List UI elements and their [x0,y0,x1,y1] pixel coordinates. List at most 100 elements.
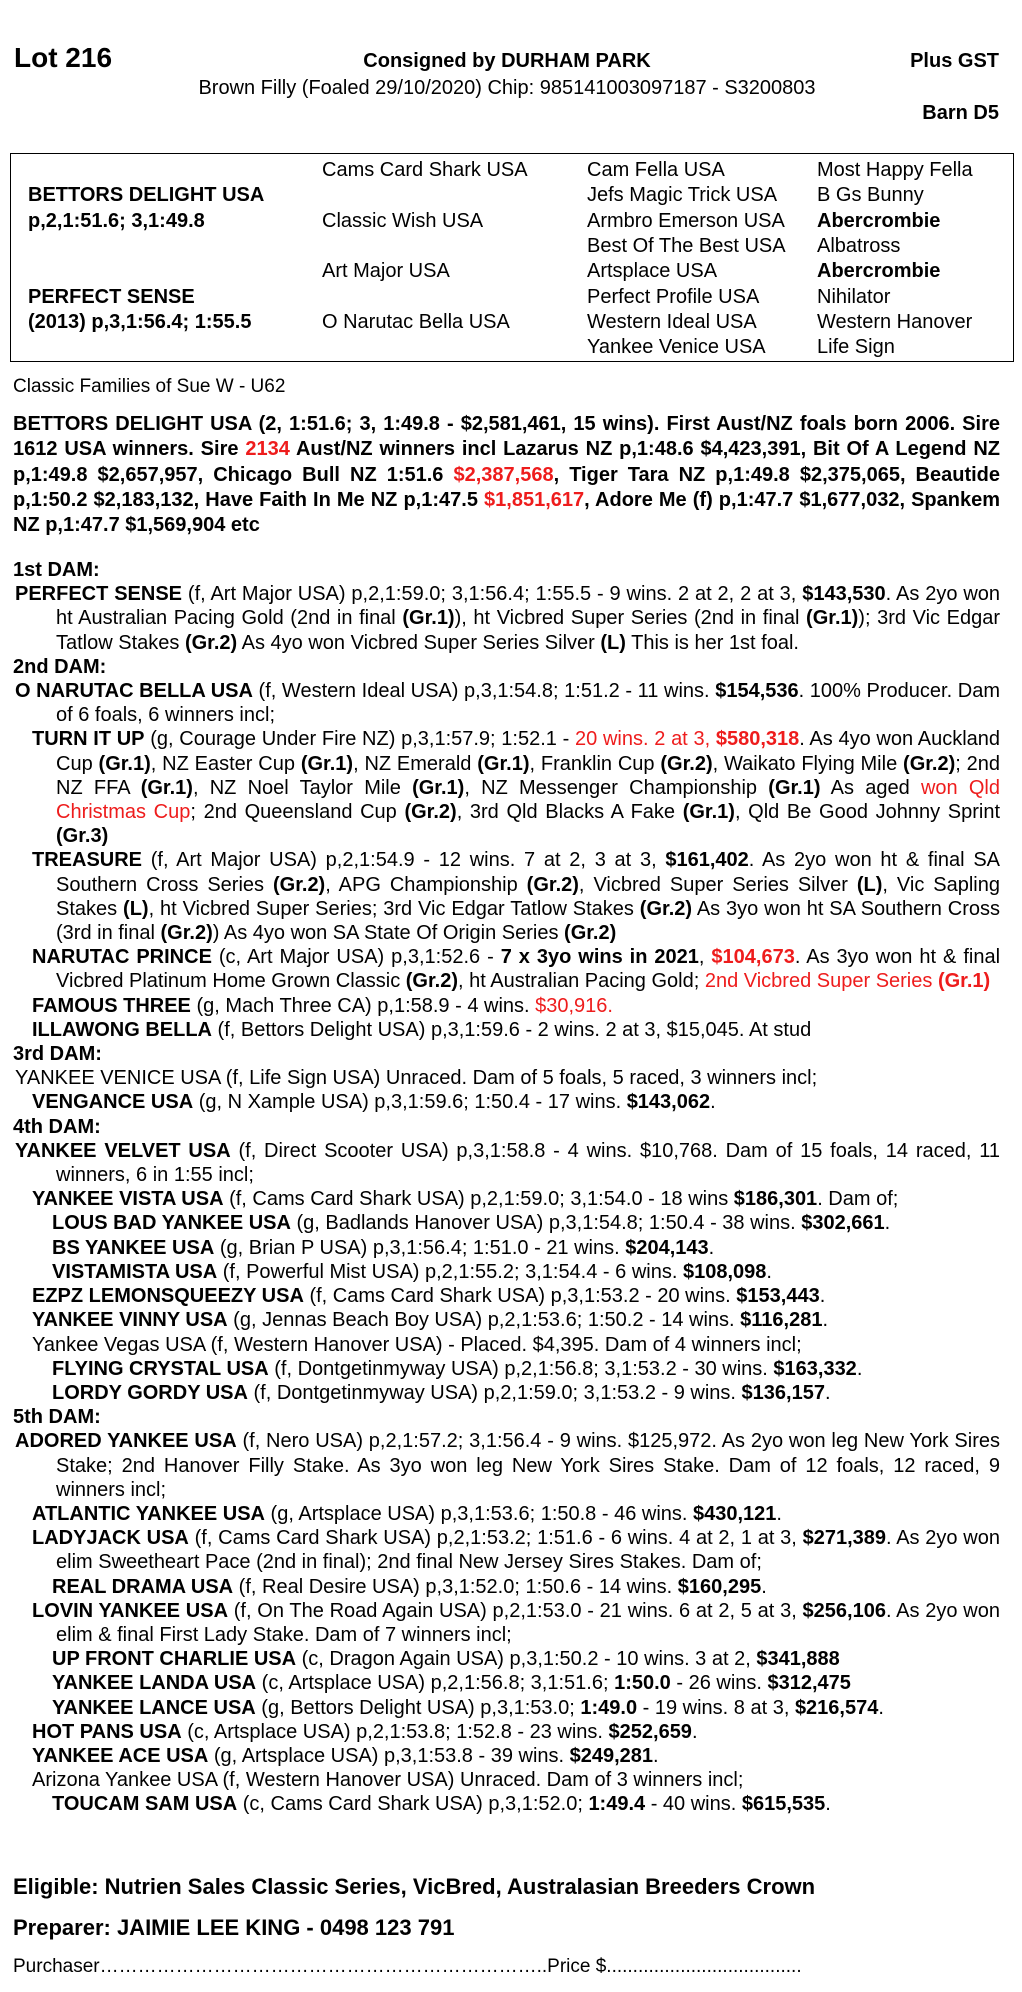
pedigree-cell: BETTORS DELIGHT USA [28,184,265,207]
text-run: . [825,1793,831,1816]
progeny-entry: EZPZ LEMONSQUEEZY USA (f, Cams Card Shar… [0,1284,1000,1308]
dam-heading: 1st DAM: [13,559,100,581]
text-run: (f, Bettors Delight USA) p,3,1:59.6 - 2 … [211,1018,812,1041]
pedigree-cell: B Gs Bunny [817,184,924,207]
text-run: . 100% Producer. Dam of 6 foals, 6 winne… [56,680,1000,727]
text-run: . [776,1502,782,1525]
bold-text: LOUS BAD YANKEE USA [52,1212,291,1235]
text-run: (c, Artsplace USA) p,2,1:56.8; 3,1:51.6; [256,1672,615,1695]
text-run: , Vicbred Super Series Silver [578,873,857,896]
bold-text: HOT PANS USA [32,1720,182,1743]
pedigree-cell: Most Happy Fella [817,159,973,181]
bold-text: $204,143 [625,1236,709,1259]
bold-text: (Gr.2) [184,631,238,654]
pedigree-cell: Cam Fella USA [587,159,725,181]
text-run: won Qld Christmas Cup [56,776,1000,824]
text-run: , NZ Easter Cup [150,752,301,775]
text-run: . [710,1091,716,1114]
text-run: (f, Real Desire USA) p,3,1:52.0; 1:50.6 … [233,1575,678,1598]
text-run: (f, Cams Card Shark USA) p,2,1:53.2; 1:5… [188,1527,803,1550]
text-run: (f, Art Major USA) p,2,1:59.0; 3,1:56.4;… [182,583,803,606]
progeny-entry: YANKEE VELVET USA (f, Direct Scooter USA… [0,1139,1000,1187]
bold-text: YANKEE VINNY USA [32,1309,228,1332]
text-run: (g, Artsplace USA) p,3,1:53.6; 1:50.8 - … [265,1502,693,1525]
text-run: ; 2nd Queensland Cup [190,801,405,824]
bold-text: (Gr.1) [682,801,735,824]
progeny-entry: FAMOUS THREE (g, Mach Three CA) p,1:58.9… [0,994,1000,1018]
text-run: . [653,1744,659,1767]
text-run: (f, Art Major USA) p,2,1:54.9 - 12 wins.… [142,849,666,872]
bold-text: (Gr.3) [56,825,109,848]
bold-text: $154,536 [715,680,799,703]
text-run: $1,851,617 [484,488,585,511]
bold-text: $312,475 [767,1672,851,1695]
purchaser-price-line: Purchaser……………………………………………………………..Price … [13,1956,802,1977]
horse-description: Brown Filly (Foaled 29/10/2020) Chip: 98… [198,77,816,99]
bold-text: VENGANCE USA [32,1091,194,1114]
progeny-entry: YANKEE ACE USA (g, Artsplace USA) p,3,1:… [0,1744,1000,1768]
bold-text: ATLANTIC YANKEE USA [32,1502,265,1525]
bold-text: (Gr.2) [405,970,459,993]
pedigree-cell: Nihilator [817,285,891,308]
pedigree-cell: PERFECT SENSE [28,285,195,308]
text-run: . [856,1357,863,1380]
preparer: Preparer: JAIMIE LEE KING - 0498 123 791 [13,1915,455,1940]
text-run: (g, Courage Under Fire NZ) p,3,1:57.9; 1… [144,728,575,751]
progeny-entry: VENGANCE USA (g, N Xample USA) p,3,1:59.… [0,1090,1000,1114]
bold-text: (Gr.2) [660,752,713,775]
bold-text: LORDY GORDY USA [52,1381,248,1404]
bold-text: $615,535 [741,1793,826,1816]
text-run: (g, Brian P USA) p,3,1:56.4; 1:51.0 - 21… [214,1236,626,1259]
bold-text: PERFECT SENSE [15,583,183,606]
bold-text: $256,106 [802,1599,886,1622]
text-run: ) As 4yo won SA State Of Origin Series [212,922,565,945]
bold-text: $143,062 [626,1091,711,1114]
pedigree-cell: Albatross [817,234,901,257]
text-run: (f, Powerful Mist USA) p,2,1:55.2; 3,1:5… [217,1260,683,1283]
text-run: Arizona Yankee USA (f, Western Hanover U… [32,1769,744,1792]
dam-heading: 5th DAM: [13,1406,101,1429]
bold-text: (Gr.2) [639,897,693,920]
pedigree-cell: p,2,1:51.6; 3,1:49.8 [28,209,205,232]
text-run: As 3yo won ht SA Southern Cross (3rd in … [56,897,1000,945]
text-run: , Vic Sapling Stakes [56,873,1001,920]
progeny-entry: TOUCAM SAM USA (c, Cams Card Shark USA) … [0,1792,1000,1816]
progeny-entry: O NARUTAC BELLA USA (f, Western Ideal US… [0,679,1000,727]
family-line: Classic Families of Sue W - U62 [13,376,286,397]
text-run: , Adore Me (f) p,1:47.7 $1,677,032, Span… [13,488,1001,537]
pedigree-cell: Abercrombie [817,260,941,283]
progeny-entry: UP FRONT CHARLIE USA (c, Dragon Again US… [0,1647,1000,1671]
progeny-entry: TREASURE (f, Art Major USA) p,2,1:54.9 -… [0,848,1000,945]
text-run: YANKEE VENICE USA (f, Life Sign USA) Unr… [15,1067,818,1090]
progeny-entry: REAL DRAMA USA (f, Real Desire USA) p,3,… [0,1575,1000,1599]
bold-text: (Gr.2) [272,873,326,896]
bold-text: (Gr.1) [768,776,821,799]
progeny-entry: BS YANKEE USA (g, Brian P USA) p,3,1:56.… [0,1236,1000,1260]
consignor: Consigned by DURHAM PARK [363,50,651,72]
text-run: $30,916. [535,994,613,1017]
pedigree-cell: Abercrombie [817,209,941,232]
bold-text: YANKEE LANCE USA [52,1696,256,1719]
text-run: (c, Art Major USA) p,3,1:52.6 - [211,946,501,969]
bold-text: EZPZ LEMONSQUEEZY USA [32,1285,304,1308]
text-run: (f, Nero USA) p,2,1:57.2; 3,1:56.4 - 9 w… [56,1430,1000,1501]
text-run: , ht Australian Pacing Gold; [458,970,705,993]
bold-text: (Gr.2) [903,752,956,775]
bold-text: YANKEE LANDA USA [52,1672,257,1695]
bold-text: 7 x 3yo wins in 2021 [500,946,699,969]
text-run: (g, Jennas Beach Boy USA) p,2,1:53.6; 1:… [227,1309,741,1332]
text-run: $2,387,568 [453,463,554,486]
bold-text: (Gr.1) [806,607,859,630]
bold-text: $252,659 [608,1720,692,1743]
barn-location: Barn D5 [922,102,999,124]
bold-text: YANKEE VISTA USA [32,1188,224,1211]
text-run: , NZ Noel Taylor Mile [192,776,413,799]
bold-text: TREASURE [32,849,143,872]
bold-text: (L) [123,897,149,920]
bold-text: $302,661 [801,1212,885,1235]
bold-text: $136,157 [741,1381,825,1404]
text-run: - 26 wins. [670,1672,768,1695]
bold-text: ILLAWONG BELLA [32,1018,212,1041]
bold-text: 1:49.4 [588,1793,646,1816]
text-run: (g, Artsplace USA) p,3,1:53.8 - 39 wins. [208,1744,570,1767]
